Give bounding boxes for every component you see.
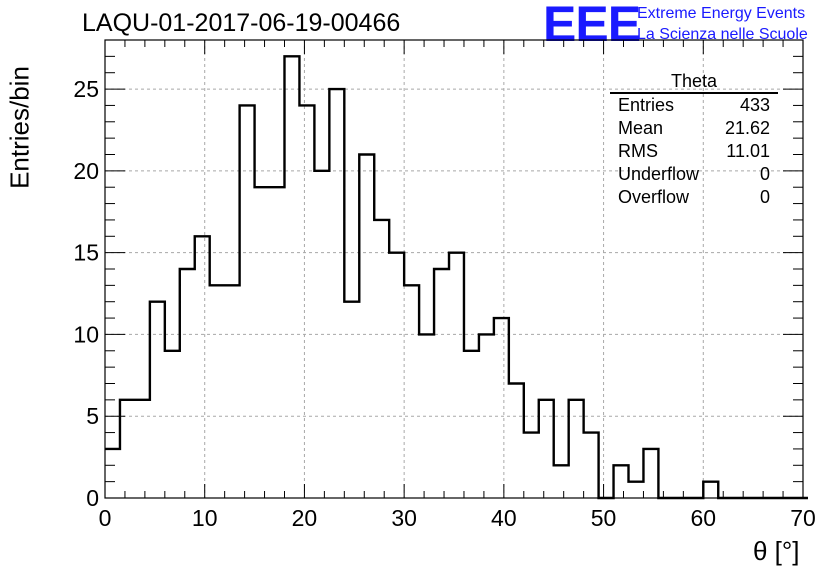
histogram-bin bbox=[255, 187, 270, 498]
stats-value: 0 bbox=[759, 187, 770, 207]
histogram-bin bbox=[359, 155, 374, 499]
histogram-bin bbox=[703, 482, 718, 498]
stats-box: Theta Entries 433 Mean 21.62 RMS 11.01 Underfl… bbox=[610, 70, 778, 209]
stats-row-overflow: Overflow 0 bbox=[610, 186, 778, 209]
histogram-bin bbox=[539, 400, 554, 498]
histogram-bin bbox=[389, 253, 404, 498]
histogram-bin bbox=[180, 269, 195, 498]
histogram-bin bbox=[584, 433, 599, 498]
histogram-bin bbox=[374, 220, 389, 498]
stats-label: Entries bbox=[618, 95, 675, 115]
histogram-bin bbox=[554, 465, 569, 498]
x-tick-label: 10 bbox=[192, 505, 218, 531]
stats-row-rms: RMS 11.01 bbox=[610, 140, 778, 163]
y-tick-label: 10 bbox=[73, 321, 99, 347]
histogram-bin bbox=[240, 105, 255, 498]
stats-value: 433 bbox=[739, 95, 770, 115]
stats-value: 11.01 bbox=[726, 141, 770, 161]
stats-rows: Entries 433 Mean 21.62 RMS 11.01 Underflow 0 Ove… bbox=[610, 94, 778, 209]
eee-logo: EEE bbox=[543, 0, 641, 52]
histogram-bin bbox=[225, 285, 240, 498]
histogram-bin bbox=[419, 334, 434, 498]
histogram-bin bbox=[509, 384, 524, 499]
histogram-bin bbox=[643, 449, 658, 498]
histogram-bin bbox=[314, 171, 329, 498]
stats-label: Underflow bbox=[618, 164, 700, 184]
histogram-bin bbox=[329, 89, 344, 498]
x-tick-label: 60 bbox=[690, 505, 716, 531]
x-tick-label: 30 bbox=[391, 505, 417, 531]
histogram-bin bbox=[434, 269, 449, 498]
histogram-bin bbox=[299, 105, 314, 498]
stats-title: Theta bbox=[610, 70, 778, 94]
y-tick-label: 20 bbox=[73, 158, 99, 184]
y-tick-label: 25 bbox=[73, 76, 99, 102]
logo-line-2: La Scienza nelle Scuole bbox=[637, 26, 808, 43]
histogram-bin bbox=[120, 400, 135, 498]
histogram-bin bbox=[105, 449, 120, 498]
histogram-bin bbox=[524, 433, 539, 498]
histogram-bin bbox=[284, 56, 299, 498]
stats-row-mean: Mean 21.62 bbox=[610, 117, 778, 140]
stats-row-underflow: Underflow 0 bbox=[610, 163, 778, 186]
logo-line-1: Extreme Energy Events bbox=[637, 5, 806, 22]
y-tick-label: 15 bbox=[73, 240, 99, 266]
histogram-bin bbox=[135, 400, 150, 498]
histogram-bin bbox=[150, 302, 165, 498]
histogram-bin bbox=[614, 465, 629, 498]
histogram-bin bbox=[210, 285, 225, 498]
histogram-bin bbox=[165, 351, 180, 498]
chart-title: LAQU-01-2017-06-19-00466 bbox=[82, 9, 401, 37]
x-tick-label: 70 bbox=[790, 505, 816, 531]
histogram-bin bbox=[344, 302, 359, 498]
x-tick-label: 40 bbox=[491, 505, 517, 531]
stats-value: 0 bbox=[759, 164, 770, 184]
histogram-bin bbox=[629, 482, 644, 498]
histogram-bin bbox=[479, 334, 494, 498]
histogram-series bbox=[105, 55, 808, 500]
y-tick-label: 5 bbox=[86, 403, 99, 429]
tick-labels: 0 10 20 30 40 50 60 70 0 5 10 15 20 25 bbox=[73, 76, 815, 531]
histogram-bin bbox=[494, 318, 509, 498]
x-tick-label: 50 bbox=[591, 505, 617, 531]
histogram-bin bbox=[195, 236, 210, 498]
histogram-bin bbox=[449, 253, 464, 498]
histogram-bin bbox=[569, 400, 584, 498]
stats-label: Mean bbox=[618, 118, 664, 138]
x-tick-label: 0 bbox=[99, 505, 112, 531]
stats-row-entries: Entries 433 bbox=[610, 94, 778, 117]
stats-label: Overflow bbox=[618, 187, 690, 207]
axis-ticks bbox=[104, 39, 804, 499]
y-tick-label: 0 bbox=[86, 485, 99, 511]
histogram-bin bbox=[270, 187, 285, 498]
y-axis-label: Entries/bin bbox=[4, 66, 35, 189]
x-tick-label: 20 bbox=[292, 505, 318, 531]
histogram-bin bbox=[404, 285, 419, 498]
stats-value: 21.62 bbox=[724, 118, 770, 138]
histogram-bin bbox=[464, 351, 479, 498]
stats-label: RMS bbox=[618, 141, 658, 161]
x-axis-label: θ [°] bbox=[753, 536, 800, 566]
